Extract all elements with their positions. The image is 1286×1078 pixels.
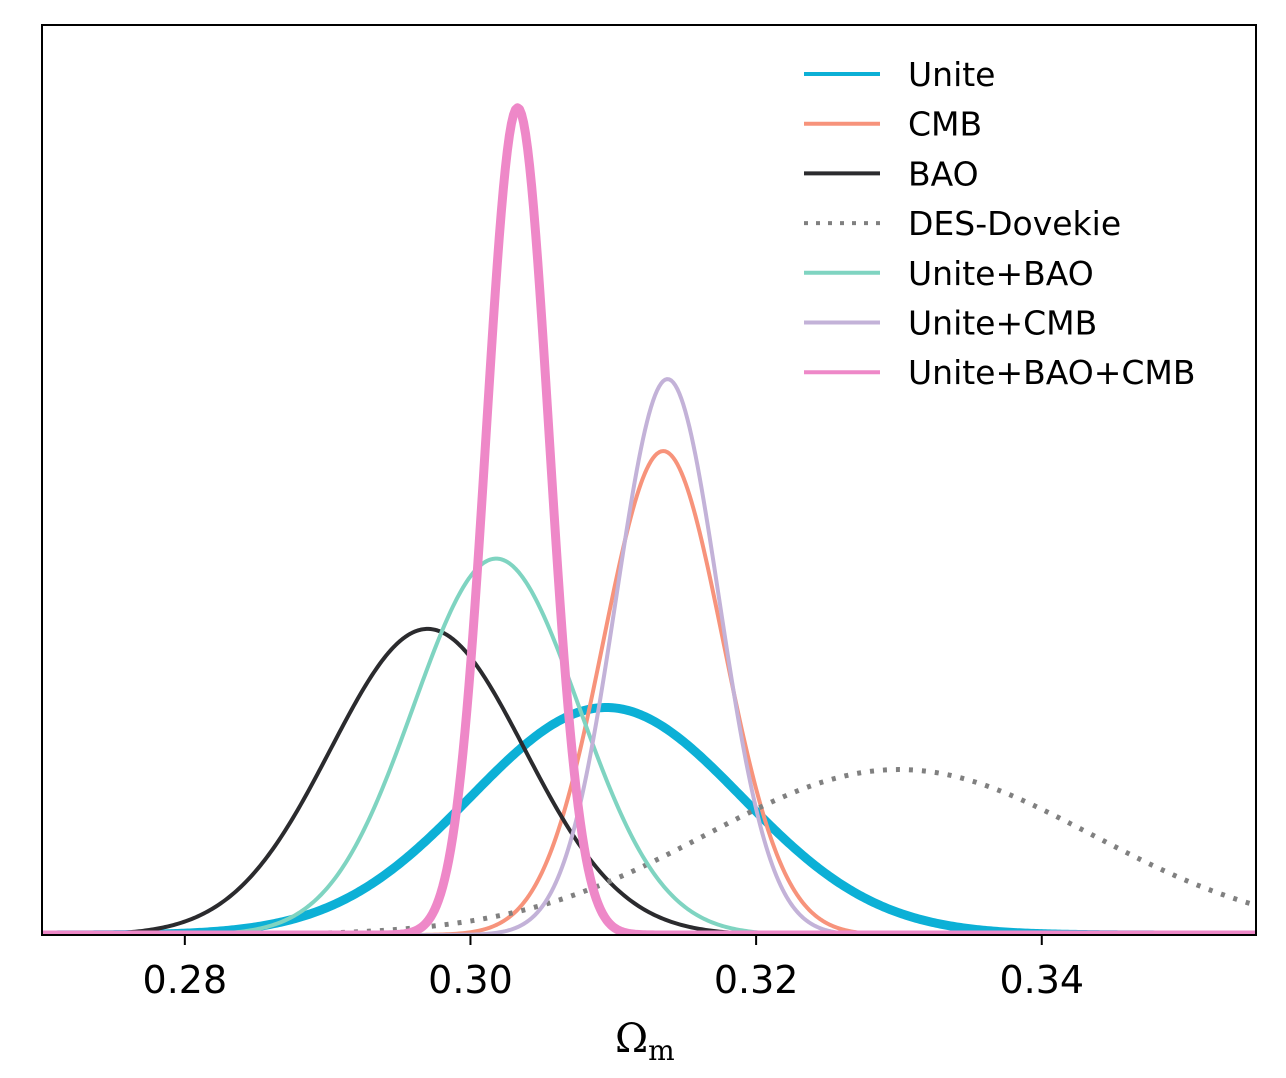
- series-line-unite-cmb: [42, 377, 1256, 935]
- x-tick-label: 0.34: [999, 958, 1084, 1002]
- plot-frame: [41, 24, 1257, 936]
- x-tick-label: 0.32: [714, 958, 799, 1002]
- x-axis-ticks: 0.28 0.30 0.32 0.34: [143, 935, 1084, 1002]
- x-axis-label-subscript: m: [648, 1034, 675, 1067]
- series-line-bao: [42, 626, 1256, 935]
- series-line-cmb: [42, 449, 1256, 935]
- x-axis-label-main: Ω: [615, 1016, 648, 1062]
- x-axis-label: Ωm: [615, 1016, 675, 1067]
- legend-label-unite-cmb: Unite+CMB: [908, 304, 1097, 343]
- legend-label-cmb: CMB: [908, 105, 982, 144]
- legend-label-bao: BAO: [908, 154, 979, 193]
- series-line-unite-bao: [42, 556, 1256, 935]
- x-tick-label: 0.28: [143, 958, 228, 1002]
- legend-label-unite-bao-cmb: Unite+BAO+CMB: [908, 353, 1196, 392]
- legend-label-unite-bao: Unite+BAO: [908, 254, 1094, 293]
- legend: Unite CMB BAO DES-Dovekie Unite+BAO Unite+CMB…: [804, 55, 1196, 392]
- legend-label-unite: Unite: [908, 55, 995, 94]
- legend-label-des-dovekie: DES-Dovekie: [908, 204, 1121, 243]
- x-tick-label: 0.30: [428, 958, 513, 1002]
